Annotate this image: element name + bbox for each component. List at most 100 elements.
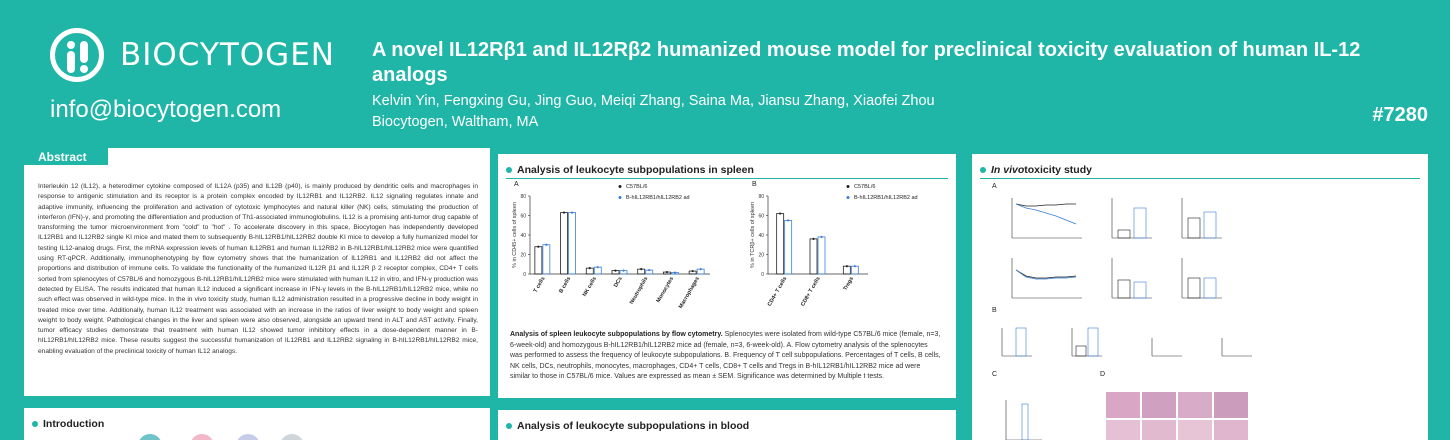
data-point <box>640 268 643 271</box>
blood-heading: Analysis of leukocyte subpopulations in … <box>506 420 749 432</box>
data-point <box>588 267 591 270</box>
bar-b <box>809 238 818 275</box>
author-list: Kelvin Yin, Fengxing Gu, Jing Guo, Meiqi… <box>372 93 935 109</box>
y-tick-label: 80 <box>758 194 764 200</box>
toxicity-panel: In vivo toxicity study A <box>972 154 1428 440</box>
panel-label: B <box>752 181 757 188</box>
body-weight-change-plot <box>1011 198 1082 239</box>
category-label: CD8+ T cells <box>800 276 822 307</box>
category-label: B cells <box>558 276 572 294</box>
panel-label-d: D <box>1100 371 1105 378</box>
legend-label: B-hIL12RB1/hIL12RB2 ad <box>626 195 690 201</box>
wildtype-spleen-ratio-plot <box>1111 258 1152 299</box>
tumor-plot <box>1005 400 1042 440</box>
legend-marker <box>618 185 622 188</box>
bullet-dot-icon <box>32 421 38 427</box>
affiliation: Biocytogen, Waltham, MA <box>372 114 539 130</box>
toxicity-figures: A <box>992 183 1252 440</box>
data-point <box>779 212 782 215</box>
data-point <box>596 266 599 269</box>
data-point <box>845 265 848 268</box>
bar-b <box>817 236 826 275</box>
data-point <box>622 269 625 272</box>
y-tick-label: 80 <box>520 194 526 200</box>
abstract-heading: Abstract <box>24 148 108 165</box>
panel-label-a: A <box>992 183 997 190</box>
data-point <box>665 270 669 274</box>
brand-name: BIOCYTOGEN <box>120 37 335 73</box>
panel-label: A <box>514 181 519 188</box>
poster-title: A novel IL12Rβ1 and IL12Rβ2 humanized mo… <box>372 39 1361 86</box>
data-point <box>562 211 566 214</box>
category-label: T cells <box>533 276 547 294</box>
spleen-caption: Analysis of spleen leukocyte subpopulati… <box>510 331 941 380</box>
data-point <box>570 211 574 214</box>
bullet-dot-icon <box>506 423 512 429</box>
y-tick-label: 20 <box>520 253 526 259</box>
panel-label-b: B <box>992 307 997 314</box>
poster-number: #7280 <box>1372 104 1428 126</box>
data-point <box>545 243 548 246</box>
category-label: NK cells <box>582 276 598 298</box>
bar-b <box>842 265 851 275</box>
data-point <box>699 268 702 271</box>
spleen-weight-ratio-plot <box>1111 198 1152 239</box>
bar-a <box>542 244 551 275</box>
bullet-dot-icon <box>980 167 986 173</box>
blood-panel: Analysis of leukocyte subpopulations in … <box>498 410 956 440</box>
spleen-heading: Analysis of leukocyte subpopulations in … <box>506 164 754 176</box>
bar-b <box>784 219 793 275</box>
category-label: Monocytes <box>656 276 676 304</box>
legend-label: B-hIL12RB1/hIL12RB2 ad <box>854 195 918 201</box>
data-point <box>787 219 790 222</box>
y-axis-label: % in TCRβ+ cells of spleen <box>750 202 756 268</box>
y-tick-label: 20 <box>758 253 764 259</box>
contact-email[interactable]: info@biocytogen.com <box>50 96 282 123</box>
data-point <box>820 235 823 239</box>
y-tick-label: 40 <box>520 233 526 239</box>
legend-label: C57BL/6 <box>854 184 875 190</box>
histology-images <box>1106 392 1248 440</box>
data-point <box>648 269 651 272</box>
introduction-panel: Introduction <box>24 408 490 440</box>
data-point <box>853 265 856 268</box>
y-tick-label: 0 <box>523 272 526 278</box>
bar-a <box>534 246 543 275</box>
toxicity-heading: In vivo toxicity study <box>980 164 1092 176</box>
category-label: CD4+ T cells <box>767 276 789 307</box>
data-point <box>537 245 540 248</box>
legend-marker <box>846 196 850 199</box>
liver-weight-ratio-plot <box>1181 198 1222 239</box>
legend-label: C57BL/6 <box>626 184 647 190</box>
panel-label-c: C <box>992 371 997 378</box>
divider <box>506 178 948 179</box>
bar-a <box>560 212 568 275</box>
legend-marker <box>618 196 622 199</box>
abstract-panel: Abstract Interleukin 12 (IL12), a hetero… <box>24 148 490 396</box>
y-tick-label: 40 <box>758 233 764 239</box>
alt-ast-plots <box>1001 327 1252 357</box>
spleen-panel: Analysis of leukocyte subpopulations in … <box>498 154 956 398</box>
y-tick-label: 0 <box>761 272 764 278</box>
data-point <box>691 269 694 273</box>
category-label: Neutrophils <box>629 276 649 305</box>
bullet-dot-icon <box>506 167 512 173</box>
data-point <box>614 269 617 272</box>
y-axis-label: % in CD45+ cells of spleen <box>512 202 518 268</box>
abstract-text: Interleukin 12 (IL12), a heterodimer cyt… <box>38 183 478 355</box>
bar-a <box>568 212 576 275</box>
bar-b <box>776 213 785 275</box>
data-point <box>812 237 815 240</box>
divider <box>980 178 1420 179</box>
category-label: Tregs <box>843 276 856 292</box>
legend-marker <box>846 185 850 188</box>
y-tick-label: 60 <box>520 214 526 220</box>
introduction-heading: Introduction <box>32 418 104 430</box>
cell-illustration <box>139 434 303 440</box>
category-label: DCs <box>613 276 624 289</box>
y-tick-label: 60 <box>758 214 764 220</box>
wildtype-liver-ratio-plot <box>1181 258 1222 299</box>
data-point <box>673 271 677 274</box>
wildtype-body-weight-plot <box>1011 258 1082 299</box>
